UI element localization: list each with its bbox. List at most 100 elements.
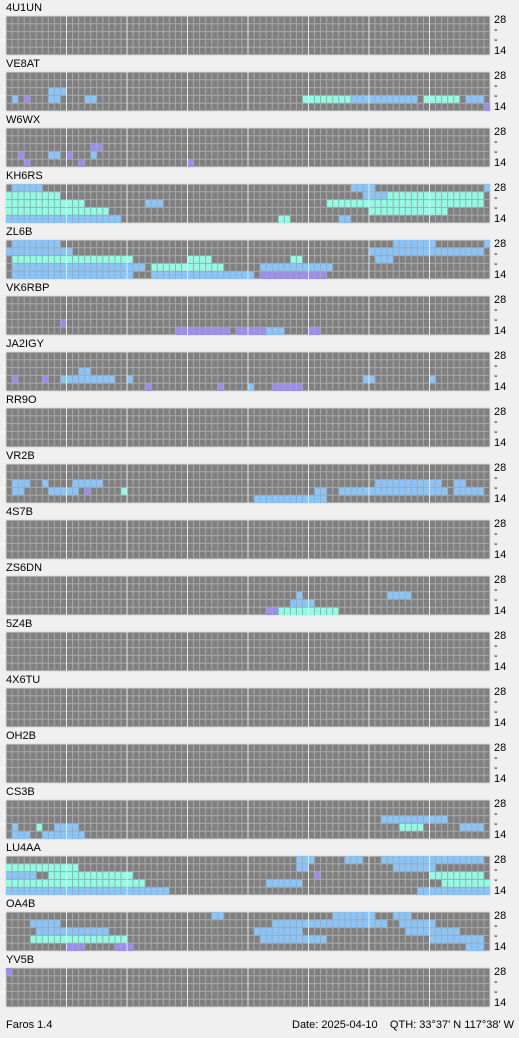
signal-cell xyxy=(6,879,146,888)
band-label: 28 xyxy=(494,182,506,194)
band-label: - xyxy=(494,360,498,372)
band-label: 28 xyxy=(494,742,506,754)
band-label: 28 xyxy=(494,966,506,978)
band-label: 14 xyxy=(494,549,506,561)
grid-lines xyxy=(6,520,490,559)
hour-lines xyxy=(66,520,430,559)
signal-cell xyxy=(217,383,224,391)
hour-lines xyxy=(66,912,430,951)
station-name: ZS6DN xyxy=(6,562,42,574)
band-label: - xyxy=(494,696,498,708)
band-label: 28 xyxy=(494,462,506,474)
band-label: - xyxy=(494,650,498,662)
signal-cell xyxy=(151,271,255,279)
grid-lines xyxy=(6,464,490,503)
grid-lines xyxy=(6,632,490,671)
signal-cell xyxy=(42,831,85,839)
band-label: - xyxy=(494,640,498,652)
hour-lines xyxy=(66,688,430,727)
band-label: - xyxy=(494,976,498,988)
signal-cell xyxy=(296,856,315,864)
signal-cell xyxy=(235,327,267,335)
signal-cell xyxy=(60,319,67,328)
band-label: 14 xyxy=(494,885,506,897)
band-label: 14 xyxy=(494,941,506,953)
band-label: - xyxy=(494,864,498,876)
signal-cell xyxy=(12,375,19,384)
band-label: - xyxy=(494,986,498,998)
hour-lines xyxy=(66,408,430,447)
station-name: 4U1UN xyxy=(6,2,42,14)
band-label: - xyxy=(494,90,498,102)
qth: QTH: 33°37' N 117°38' W xyxy=(390,1019,515,1031)
signal-cell xyxy=(12,479,31,488)
signal-cell xyxy=(66,151,73,160)
hour-lines xyxy=(66,352,430,391)
station-name: RR9O xyxy=(6,394,37,406)
hour-lines xyxy=(66,240,430,279)
signal-cell xyxy=(48,487,79,496)
band-label: - xyxy=(494,818,498,830)
date: Date: 2025-04-10 xyxy=(292,1019,378,1031)
signal-cell xyxy=(369,247,484,256)
band-label: - xyxy=(494,416,498,428)
signal-cell xyxy=(30,919,61,928)
band-label: 14 xyxy=(494,605,506,617)
grid-lines xyxy=(6,296,490,335)
hour-lines xyxy=(66,128,430,167)
signal-cell xyxy=(375,255,394,264)
grid-lines xyxy=(6,128,490,167)
band-label: 14 xyxy=(494,997,506,1009)
band-label: 28 xyxy=(494,574,506,586)
band-label: 14 xyxy=(494,717,506,729)
signal-cell xyxy=(66,943,85,951)
signal-cell xyxy=(12,823,19,832)
signal-cell xyxy=(6,191,61,200)
grid-lines xyxy=(6,912,490,951)
hour-lines xyxy=(66,16,430,55)
grid-lines xyxy=(6,800,490,839)
band-label: - xyxy=(494,136,498,148)
signal-cell xyxy=(381,856,484,864)
band-label: 14 xyxy=(494,157,506,169)
signal-cell xyxy=(465,95,484,104)
band-label: 14 xyxy=(494,45,506,57)
band-label: 14 xyxy=(494,101,506,113)
grid-lines xyxy=(6,576,490,615)
band-label: - xyxy=(494,426,498,438)
hour-lines xyxy=(66,632,430,671)
station-name: VK6RBP xyxy=(6,282,49,294)
band-label: - xyxy=(494,304,498,316)
signal-cell xyxy=(90,151,97,160)
signal-cell xyxy=(12,184,43,192)
signal-cell xyxy=(405,927,460,936)
signal-cell xyxy=(272,383,303,391)
signal-cell xyxy=(483,184,490,192)
signal-cell xyxy=(483,103,490,111)
band-label: 28 xyxy=(494,630,506,642)
station-name: OA4B xyxy=(6,898,35,910)
signal-cell xyxy=(60,375,115,384)
band-label: 28 xyxy=(494,350,506,362)
signal-cell xyxy=(296,591,303,600)
band-label: 14 xyxy=(494,381,506,393)
signal-cell xyxy=(453,487,484,496)
band-label: - xyxy=(494,752,498,764)
station-name: VR2B xyxy=(6,450,35,462)
station-name: YV5B xyxy=(6,954,34,966)
signal-cell xyxy=(6,887,170,895)
station-name: CS3B xyxy=(6,786,35,798)
band-label: - xyxy=(494,248,498,260)
station-name: 5Z4B xyxy=(6,618,32,630)
band-label: - xyxy=(494,34,498,46)
station-name: VE8AT xyxy=(6,58,40,70)
band-label: - xyxy=(494,192,498,204)
band-label: - xyxy=(494,146,498,158)
hour-lines xyxy=(66,296,430,335)
signal-cell xyxy=(18,151,25,160)
station-name: W6WX xyxy=(6,114,41,126)
grid-lines xyxy=(6,744,490,783)
signal-cell xyxy=(114,943,134,951)
band-label: - xyxy=(494,314,498,326)
grid-lines xyxy=(6,688,490,727)
